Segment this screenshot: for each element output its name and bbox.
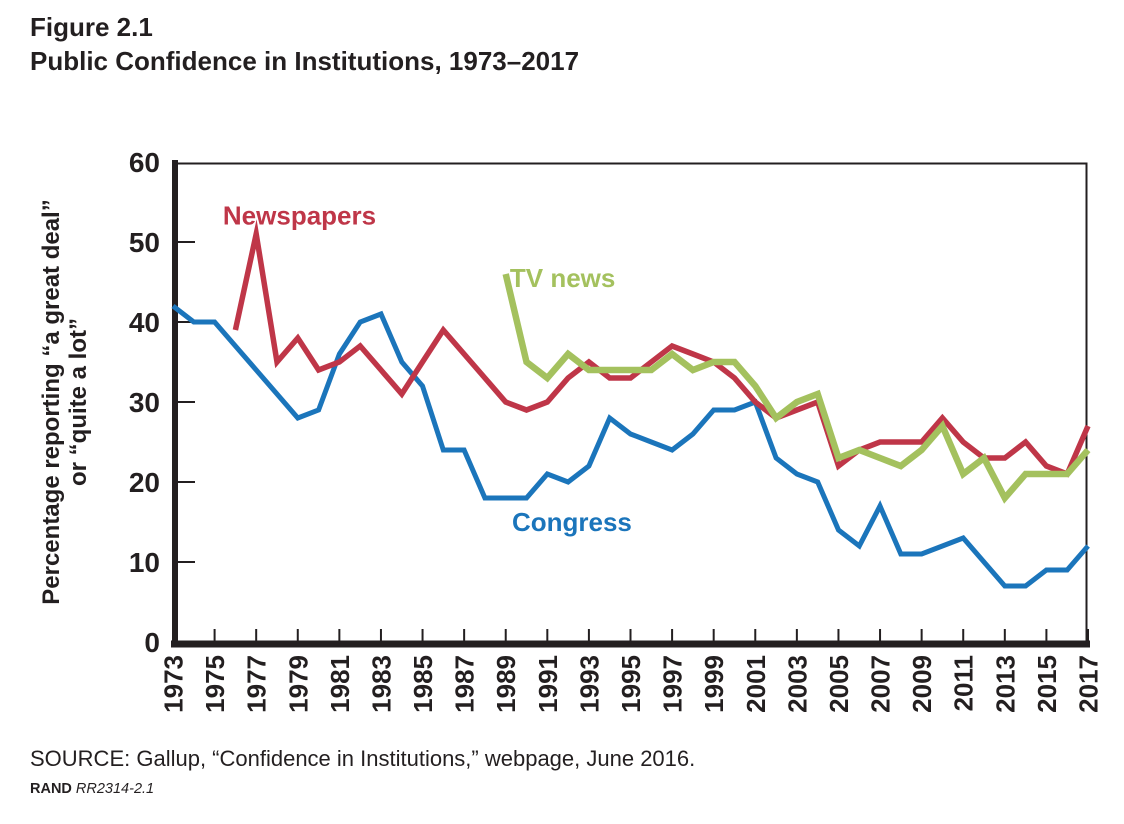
rand-brand: RAND: [30, 781, 72, 797]
x-tick-label: 1993: [574, 655, 604, 713]
x-tick-label: 1997: [658, 655, 688, 713]
congress-label: Congress: [512, 507, 632, 537]
x-tick-label: 1977: [242, 655, 272, 713]
x-tick-label: 1979: [283, 655, 313, 713]
rand-report-id: RR2314-2.1: [75, 781, 155, 797]
source-line: SOURCE: Gallup, “Confidence in Instituti…: [30, 746, 696, 771]
y-axis-title-line1: Percentage reporting “a great deal”: [38, 199, 65, 604]
newspapers-line: [232, 219, 1091, 478]
figure-title: Public Confidence in Institutions, 1973–…: [30, 46, 580, 77]
y-tick-label: 60: [129, 147, 160, 178]
congress-line: [171, 304, 1090, 589]
x-tick-label: 1999: [699, 655, 729, 713]
figure-label: Figure 2.1: [30, 12, 153, 42]
plot-border: [173, 162, 1088, 644]
x-tick-label: 1987: [450, 655, 480, 713]
x-tick-label: 2011: [949, 655, 979, 711]
y-tick-label: 0: [144, 627, 160, 658]
y-tick-label: 50: [129, 227, 160, 258]
x-tick-label: 1981: [325, 655, 355, 713]
x-tick-label: 2013: [990, 655, 1020, 713]
figure-title-block: Figure 2.1 Public Confidence in Institut…: [30, 10, 579, 79]
x-tick-label: 1983: [366, 655, 396, 713]
tv-news-line: [502, 273, 1091, 504]
rand-line: RAND RR2314-2.1: [30, 781, 695, 797]
x-tick-label: 2017: [1074, 655, 1104, 713]
x-tick-label: 2007: [866, 655, 896, 713]
x-tick-label: 1985: [408, 655, 438, 713]
tv-news-label: TV news: [510, 263, 615, 293]
y-tick-label: 10: [129, 547, 160, 578]
x-tick-label: 1975: [200, 655, 230, 713]
x-tick-label: 1973: [159, 655, 189, 713]
x-tick-label: 2009: [907, 655, 937, 713]
x-tick-label: 2001: [741, 655, 771, 713]
x-tick-label: 1991: [533, 655, 563, 713]
x-tick-label: 1989: [491, 655, 521, 713]
y-tick-label: 20: [129, 467, 160, 498]
x-tick-label: 2015: [1032, 655, 1062, 713]
x-tick-label: 1995: [616, 655, 646, 713]
source-block: SOURCE: Gallup, “Confidence in Instituti…: [30, 746, 695, 797]
x-tick-label: 2003: [782, 655, 812, 713]
x-tick-label: 2005: [824, 655, 854, 713]
newspapers-label: Newspapers: [223, 200, 376, 230]
y-axis-title-line2: or “quite a lot”: [65, 318, 92, 486]
y-tick-label: 30: [129, 387, 160, 418]
y-tick-label: 40: [129, 307, 160, 338]
